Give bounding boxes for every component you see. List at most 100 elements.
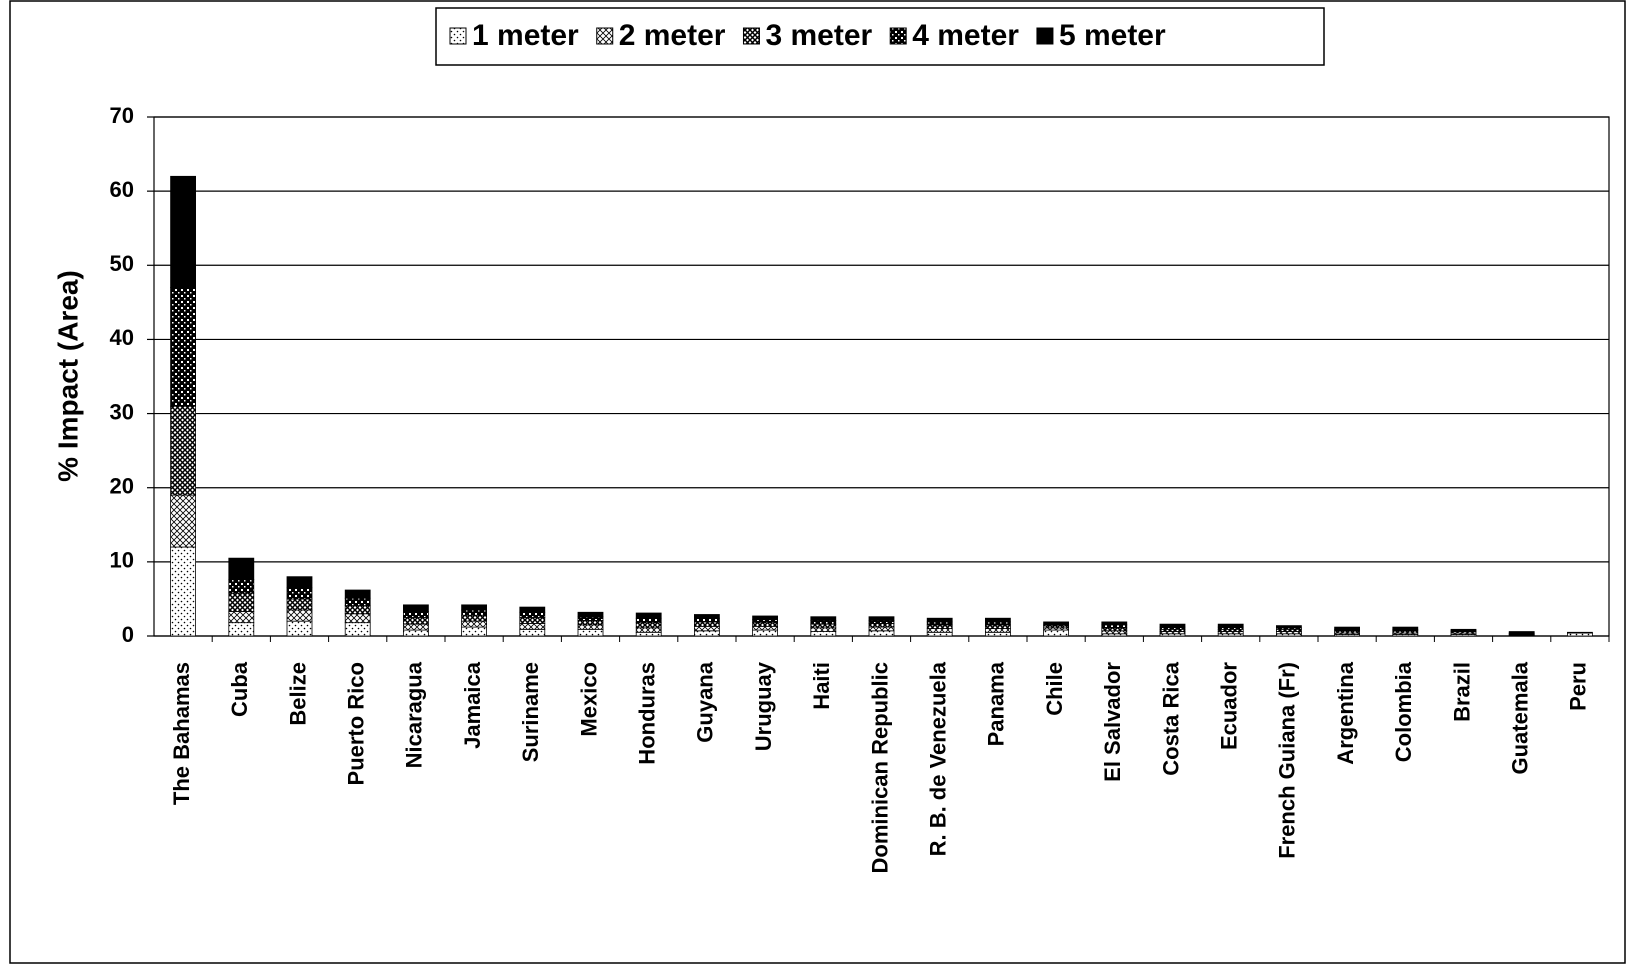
bar-segment [985, 624, 1011, 629]
bar-segment [170, 175, 197, 288]
bar-segment [170, 494, 197, 548]
bar-segment [635, 631, 662, 637]
legend-swatch [889, 27, 907, 45]
bar-segment [694, 621, 720, 627]
x-tick-label: Ecuador [1217, 662, 1242, 750]
bar-segment [985, 631, 1011, 637]
bar-segment [810, 616, 837, 621]
y-tick-label: 10 [110, 548, 134, 573]
x-tick-label: Argentina [1333, 661, 1358, 764]
bar-segment [926, 631, 953, 637]
bar-segment [228, 557, 255, 581]
x-tick-label: Guyana [693, 661, 718, 742]
bar-segment [926, 624, 953, 629]
y-tick-label: 40 [110, 325, 134, 350]
bar-segment [752, 625, 778, 631]
bar-segment [228, 592, 255, 612]
bar-segment [1276, 625, 1302, 629]
x-tick-label: Chile [1042, 662, 1067, 716]
bar-segment [1101, 627, 1128, 632]
bar-segment [344, 622, 371, 637]
bar-segment [635, 627, 662, 633]
x-tick-label: Guatemala [1508, 661, 1533, 774]
bar-segment [344, 605, 371, 615]
legend-label: 4 meter [912, 19, 1019, 52]
frame [9, 0, 1626, 964]
legend-swatch [596, 27, 614, 45]
legend-swatch [449, 27, 467, 45]
y-tick-label: 30 [110, 399, 134, 424]
bar-segment [868, 630, 895, 637]
bar-segment [1217, 623, 1244, 628]
bar-segment [170, 287, 197, 407]
bar-segment [1043, 621, 1069, 625]
bar-segment [402, 611, 429, 618]
bar-segment [519, 628, 546, 637]
bar-segment [461, 626, 488, 637]
y-tick-label: 60 [110, 177, 134, 202]
x-tick-label: Nicaragua [402, 661, 427, 768]
bar-segment [1159, 623, 1186, 628]
x-tick-label: Honduras [635, 662, 660, 765]
bar-segment [228, 579, 255, 594]
bar-segment [170, 405, 197, 496]
y-tick-label: 20 [110, 474, 134, 499]
plot-area [153, 116, 1610, 637]
y-tick-label: 70 [110, 103, 134, 128]
bar-segment [694, 630, 720, 637]
bar-segment [1392, 626, 1419, 630]
x-tick-label: Mexico [576, 662, 601, 737]
bar-segment [402, 629, 429, 637]
bar-segment [635, 612, 662, 619]
bar-segment [286, 576, 313, 589]
bar-segment [868, 620, 895, 624]
x-tick-label: French Guiana (Fr) [1275, 662, 1300, 859]
x-tick-label: Peru [1566, 662, 1591, 711]
bar-segment [577, 611, 604, 618]
bar-segment [461, 609, 488, 616]
bar-segment [752, 615, 778, 621]
bar-segment [519, 622, 546, 630]
bar-segment [868, 622, 895, 628]
bar-segment [402, 617, 429, 625]
bar-segment [694, 617, 720, 623]
x-tick-label: Cuba [227, 661, 252, 717]
bar-segment [868, 626, 895, 632]
x-tick-label: The Bahamas [169, 662, 194, 805]
x-tick-label: R. B. de Venezuela [926, 661, 951, 856]
bar-segment [344, 589, 371, 599]
bar-segment [752, 629, 778, 637]
legend-label: 3 meter [765, 19, 872, 52]
bar-segment [461, 604, 488, 611]
x-tick-label: Costa Rica [1158, 661, 1183, 775]
bar-segment [1450, 628, 1477, 632]
bar-segment [286, 598, 313, 611]
x-tick-label: Belize [285, 662, 310, 726]
bar-segment [635, 617, 662, 624]
bar-segment [1101, 621, 1128, 626]
bar-segment [519, 611, 546, 618]
bar-segment [170, 546, 197, 637]
bar-segment [344, 597, 371, 607]
legend-swatch [1036, 27, 1054, 45]
bar-segment [1101, 624, 1128, 629]
legend-box [435, 7, 1325, 66]
bar-segment [1043, 629, 1069, 637]
x-tick-label: Colombia [1391, 661, 1416, 762]
x-tick-label: Puerto Rico [344, 662, 369, 785]
bar-segment [519, 617, 546, 624]
y-tick-label: 50 [110, 251, 134, 276]
bar-segment [926, 617, 953, 623]
legend-label: 1 meter [472, 19, 579, 52]
bar-segment [286, 587, 313, 600]
x-tick-label: Uruguay [751, 661, 776, 751]
bar-segment [752, 619, 778, 624]
bar-segment [461, 614, 488, 622]
bar-segment [1567, 631, 1593, 634]
bar-segment [1101, 630, 1128, 635]
bar-segment [926, 621, 953, 626]
bar-segment [694, 625, 720, 632]
bar-segment [228, 611, 255, 624]
bar-segment [519, 606, 546, 613]
